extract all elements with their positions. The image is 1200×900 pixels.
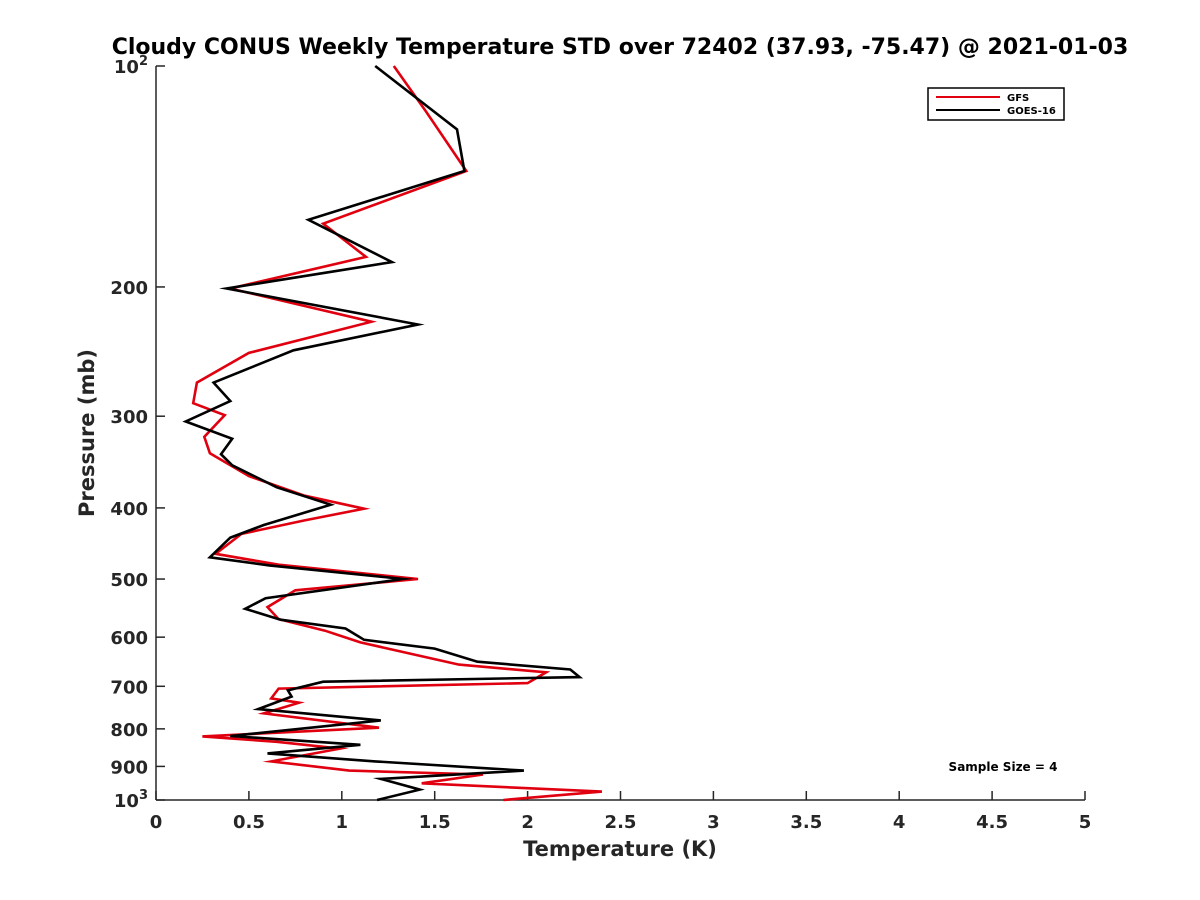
x-tick-label: 1 <box>336 812 349 833</box>
x-tick-label: 0.5 <box>233 812 265 833</box>
x-tick-label: 4 <box>893 812 906 833</box>
y-tick-label: 900 <box>110 757 148 778</box>
x-tick-label: 3 <box>707 812 720 833</box>
x-tick-label: 3.5 <box>790 812 822 833</box>
legend: GFS GOES-16 <box>927 87 1065 121</box>
legend-box <box>927 87 1065 121</box>
axes: 0 0.5 1 1.5 2 2.5 3 3.5 4 4.5 5 102 200 300 400 500 600… <box>110 54 1091 833</box>
legend-label-goes16: GOES-16 <box>1007 106 1056 117</box>
legend-label-gfs: GFS <box>1007 93 1029 104</box>
y-tick-label: 400 <box>110 499 148 520</box>
y-tick-label: 300 <box>110 407 148 428</box>
series-line-gfs <box>191 65 603 802</box>
x-axis-label: Temperature (K) <box>523 837 717 861</box>
y-tick-label: 500 <box>110 570 148 591</box>
x-tick-label: 0 <box>150 812 163 833</box>
y-tick-label: 102 <box>114 54 148 78</box>
y-tick-label: 800 <box>110 720 148 741</box>
x-tick-label: 2.5 <box>605 812 637 833</box>
y-tick-label: 700 <box>110 677 148 698</box>
x-tick-label: 2 <box>521 812 534 833</box>
x-tick-label: 1.5 <box>419 812 451 833</box>
series-line-goes16 <box>182 64 584 802</box>
x-ticks: 0 0.5 1 1.5 2 2.5 3 3.5 4 4.5 5 <box>150 791 1092 833</box>
series-layer <box>182 64 603 802</box>
y-tick-label: 103 <box>114 788 148 812</box>
y-tick-label: 200 <box>110 278 148 299</box>
x-tick-label: 5 <box>1079 812 1092 833</box>
sample-size-annotation: Sample Size = 4 <box>949 760 1058 774</box>
chart-title: Cloudy CONUS Weekly Temperature STD over… <box>112 35 1129 60</box>
y-axis-label: Pressure (mb) <box>75 349 99 517</box>
y-ticks: 102 200 300 400 500 600 700 800 900 103 <box>110 54 165 812</box>
x-tick-label: 4.5 <box>976 812 1008 833</box>
y-tick-label: 600 <box>110 628 148 649</box>
